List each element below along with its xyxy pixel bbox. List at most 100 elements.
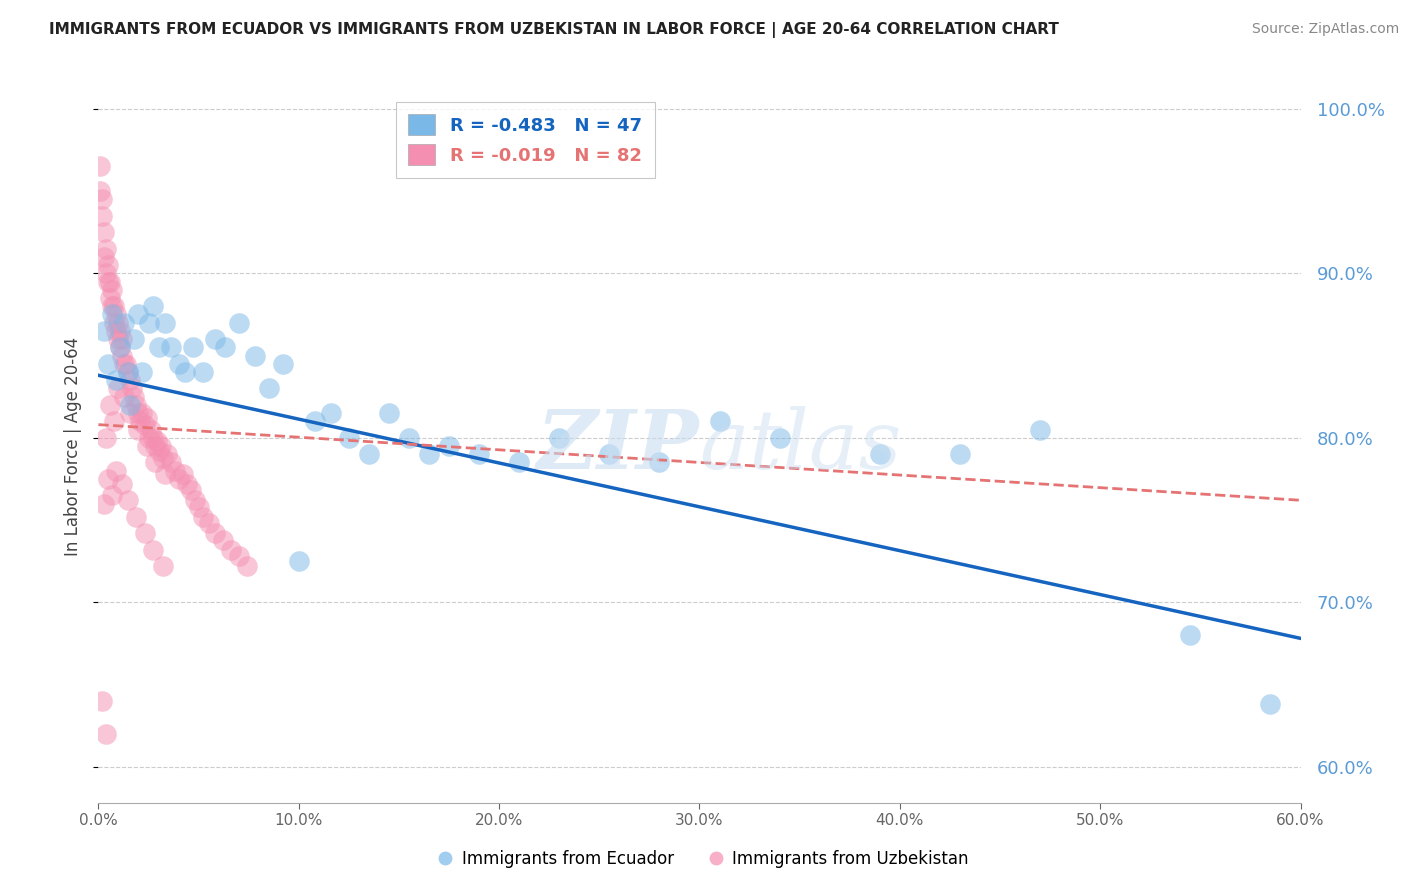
- Point: [243, 349, 266, 363]
- Point: [138, 431, 160, 445]
- Point: [235, 559, 257, 574]
- Point: [143, 439, 166, 453]
- Point: [100, 398, 122, 412]
- Point: [548, 431, 571, 445]
- Point: [93, 250, 115, 264]
- Point: [172, 467, 194, 481]
- Point: [709, 414, 731, 428]
- Point: [191, 365, 214, 379]
- Point: [949, 447, 972, 461]
- Point: [101, 488, 124, 502]
- Point: [153, 467, 176, 481]
- Point: [180, 483, 202, 498]
- Point: [111, 476, 134, 491]
- Point: [128, 308, 150, 322]
- Point: [110, 340, 132, 354]
- Point: [598, 447, 620, 461]
- Point: [337, 431, 360, 445]
- Point: [176, 476, 198, 491]
- Point: [152, 450, 174, 465]
- Point: [148, 340, 170, 354]
- Point: [197, 516, 219, 531]
- Point: [97, 357, 120, 371]
- Point: [508, 455, 530, 469]
- Point: [1180, 628, 1202, 642]
- Point: [134, 526, 156, 541]
- Point: [114, 316, 136, 330]
- Point: [96, 431, 118, 445]
- Point: [97, 472, 120, 486]
- Text: ZIP: ZIP: [537, 406, 700, 486]
- Point: [648, 455, 671, 469]
- Point: [163, 464, 186, 478]
- Point: [153, 316, 176, 330]
- Point: [97, 258, 120, 272]
- Point: [124, 332, 146, 346]
- Point: [418, 447, 440, 461]
- Point: [159, 455, 181, 469]
- Point: [125, 509, 148, 524]
- Point: [149, 439, 172, 453]
- Point: [103, 299, 125, 313]
- Point: [117, 365, 139, 379]
- Point: [131, 365, 153, 379]
- Point: [128, 406, 150, 420]
- Legend: Immigrants from Ecuador, Immigrants from Uzbekistan: Immigrants from Ecuador, Immigrants from…: [430, 844, 976, 875]
- Point: [96, 727, 118, 741]
- Point: [103, 414, 125, 428]
- Point: [138, 316, 160, 330]
- Y-axis label: In Labor Force | Age 20-64: In Labor Force | Age 20-64: [65, 336, 83, 556]
- Point: [869, 447, 891, 461]
- Point: [125, 398, 148, 412]
- Point: [159, 340, 181, 354]
- Point: [105, 464, 128, 478]
- Point: [111, 349, 134, 363]
- Point: [101, 283, 124, 297]
- Point: [110, 340, 132, 354]
- Point: [121, 381, 143, 395]
- Point: [204, 332, 226, 346]
- Point: [173, 365, 195, 379]
- Point: [111, 332, 134, 346]
- Point: [89, 184, 111, 198]
- Point: [181, 340, 204, 354]
- Point: [769, 431, 792, 445]
- Point: [141, 299, 163, 313]
- Point: [1029, 423, 1052, 437]
- Point: [101, 299, 124, 313]
- Point: [191, 509, 214, 524]
- Point: [105, 373, 128, 387]
- Point: [97, 275, 120, 289]
- Point: [141, 431, 163, 445]
- Point: [91, 209, 114, 223]
- Point: [91, 694, 114, 708]
- Point: [96, 266, 118, 280]
- Point: [228, 316, 250, 330]
- Point: [437, 439, 460, 453]
- Point: [128, 423, 150, 437]
- Point: [167, 472, 190, 486]
- Point: [107, 381, 129, 395]
- Point: [124, 390, 146, 404]
- Point: [105, 308, 128, 322]
- Point: [257, 381, 280, 395]
- Point: [155, 447, 177, 461]
- Point: [141, 542, 163, 557]
- Point: [107, 316, 129, 330]
- Point: [103, 316, 125, 330]
- Point: [183, 493, 205, 508]
- Point: [135, 439, 157, 453]
- Point: [110, 324, 132, 338]
- Point: [120, 373, 142, 387]
- Point: [143, 455, 166, 469]
- Point: [107, 332, 129, 346]
- Point: [135, 411, 157, 425]
- Point: [100, 291, 122, 305]
- Point: [89, 160, 111, 174]
- Point: [357, 447, 380, 461]
- Point: [468, 447, 491, 461]
- Point: [219, 542, 242, 557]
- Point: [211, 533, 233, 547]
- Point: [139, 423, 162, 437]
- Point: [131, 406, 153, 420]
